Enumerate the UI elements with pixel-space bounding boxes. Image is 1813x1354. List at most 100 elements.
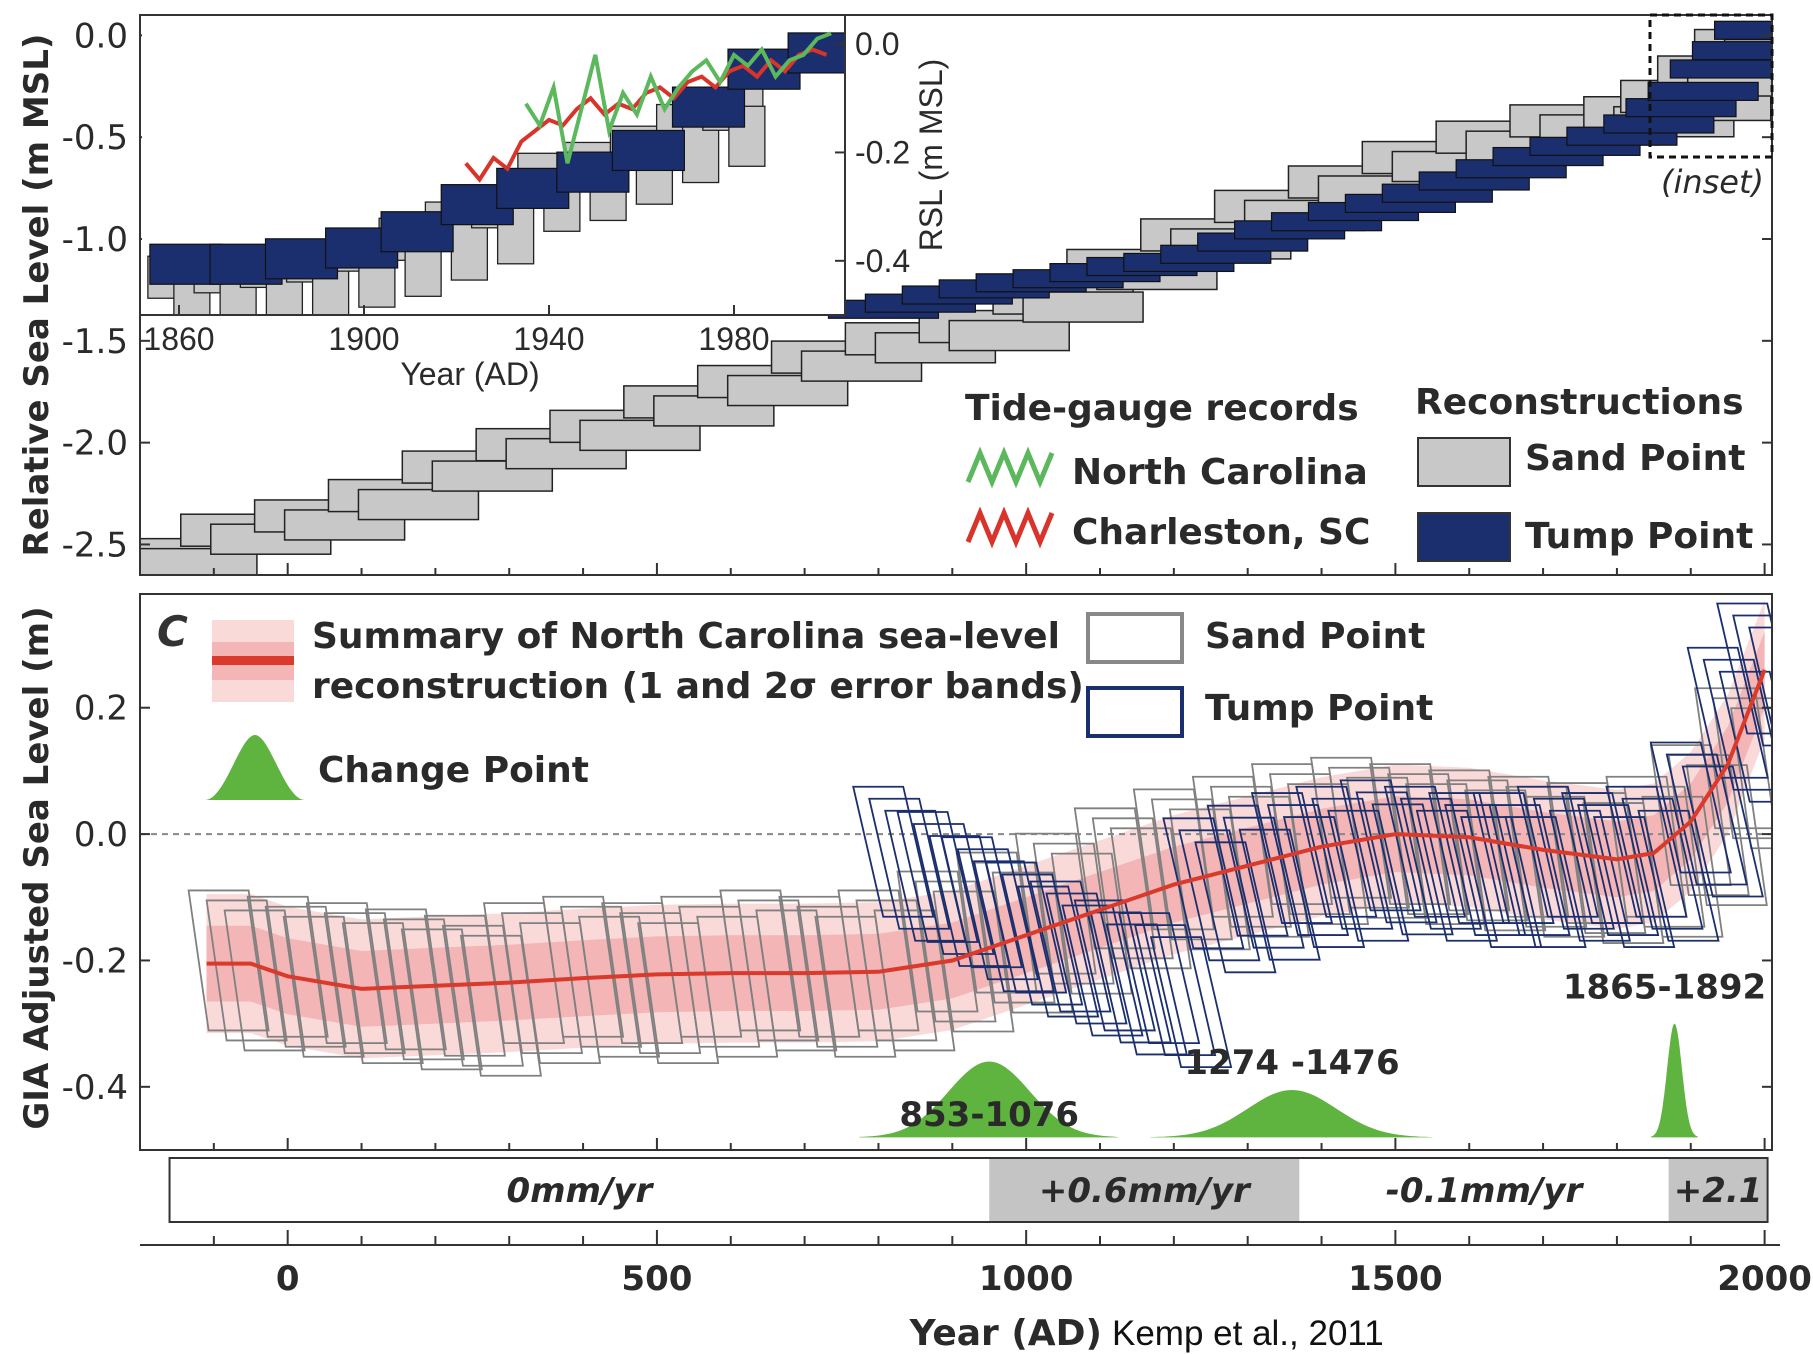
panel-b-y-ticks: 0.0 -0.5 -1.0 -1.5 -2.0 -2.5 bbox=[62, 16, 1772, 565]
summary-line bbox=[206, 669, 1767, 991]
tump-point-box-c bbox=[1681, 765, 1764, 898]
tump-point-box-c bbox=[1162, 817, 1245, 950]
sand-point-box-c bbox=[482, 902, 566, 1044]
panel-b: 0.0 -0.5 -1.0 -1.5 -2.0 -2.5 Relative Sea Lev… bbox=[17, 13, 1774, 576]
tump-point-box-c bbox=[1718, 670, 1772, 803]
sand-point-box-c bbox=[719, 889, 802, 1032]
legend-sc-label: Charleston, SC bbox=[1072, 512, 1370, 553]
panel-c-y-tick-label: 0.0 bbox=[74, 815, 128, 855]
tump-point-box-c bbox=[1149, 936, 1233, 1068]
tump-point-box-c bbox=[956, 848, 1039, 981]
legend-nc-swatch bbox=[965, 446, 1055, 489]
x-axis-tick-label: 1000 bbox=[979, 1259, 1074, 1299]
sand-point-box-c bbox=[914, 880, 997, 1023]
tump-point-box-c bbox=[1017, 885, 1100, 1018]
tump-point-box-c bbox=[1532, 797, 1615, 930]
sand-point-box-c bbox=[1191, 775, 1274, 918]
tump-point-box-c bbox=[1399, 797, 1483, 930]
inset-tump-box bbox=[671, 86, 746, 128]
panel-b-y-tick-label: 0.0 bbox=[74, 16, 128, 56]
tump-point-box-c bbox=[1383, 785, 1467, 918]
legend-c-sand-label: Sand Point bbox=[1205, 616, 1425, 657]
tump-point-box-c bbox=[1001, 873, 1084, 1006]
rate-bar-frame bbox=[168, 1157, 1769, 1223]
legend-change-point-label: Change Point bbox=[318, 750, 589, 791]
sand-point-box-c bbox=[873, 909, 956, 1052]
sand-point-box-c bbox=[1132, 788, 1215, 931]
panel-b-y-tick-label: -1.5 bbox=[62, 322, 128, 362]
inset-sand-box bbox=[681, 121, 720, 184]
sand-point-box-c bbox=[1623, 785, 1706, 928]
sand-point-box-c bbox=[601, 902, 684, 1044]
sand-point-box-c bbox=[1050, 852, 1133, 995]
x-axis-tick-label: 0 bbox=[276, 1259, 300, 1299]
inset-y-tick-label: -0.2 bbox=[855, 134, 910, 170]
sand-point-box-c bbox=[1694, 687, 1772, 830]
legend-tump-swatch bbox=[1417, 512, 1511, 562]
legend-tide-title: Tide-gauge records bbox=[965, 388, 1359, 429]
tump-point-box-c bbox=[868, 797, 951, 930]
sand-point-box-c bbox=[1250, 763, 1334, 905]
tump-point-box-c bbox=[1295, 785, 1378, 918]
rate-segment bbox=[1299, 1158, 1669, 1222]
panel-b-y-tick-label: -2.0 bbox=[62, 424, 128, 464]
inset-plot-area bbox=[147, 31, 845, 315]
inset-x-tick-label: 1900 bbox=[328, 321, 399, 357]
inset-y-tick-label: 0.0 bbox=[855, 26, 899, 62]
inset-ticks: 1860 1900 1940 1980 0.0 -0.2 -0.4 bbox=[143, 26, 910, 357]
legend-nc-label: North Carolina bbox=[1072, 452, 1368, 493]
rate-segment-label: -0.1mm/yr bbox=[1386, 1171, 1585, 1211]
tump-point-box-b bbox=[1647, 81, 1759, 101]
sand-point-box-c bbox=[187, 889, 270, 1032]
sand-point-box-c bbox=[660, 895, 743, 1038]
panel-c-letter: C bbox=[157, 607, 188, 656]
tump-point-box-c bbox=[1621, 797, 1704, 930]
inset-region-marker bbox=[1648, 13, 1774, 159]
sand-point-box-c bbox=[678, 905, 761, 1048]
tump-point-box-c bbox=[1472, 792, 1555, 924]
inset-chart: 1860 1900 1940 1980 0.0 -0.2 -0.4 Year (AD) RS… bbox=[140, 15, 949, 392]
inset-x-tick-label: 1860 bbox=[143, 321, 214, 357]
tump-point-box-c bbox=[1516, 785, 1599, 918]
panel-c-legend: Summary of North Carolina sea-level reco… bbox=[205, 612, 1433, 800]
x-axis-label: Year (AD) bbox=[909, 1313, 1102, 1354]
sand-point-box-c bbox=[500, 912, 584, 1054]
x-axis-tick-label: 500 bbox=[621, 1259, 692, 1299]
sand-point-box-c bbox=[382, 918, 465, 1061]
change-point-label: 1865-1892 bbox=[1563, 967, 1766, 1007]
panel-c-y-ticks: 0.2 0.0 -0.2 -0.4 bbox=[62, 689, 1772, 1108]
rate-segment bbox=[1668, 1158, 1768, 1222]
sand-point-box-c bbox=[205, 899, 288, 1042]
sand-point-box-c bbox=[737, 899, 820, 1042]
panel-c-y-tick-label: 0.2 bbox=[74, 689, 128, 729]
tump-point-box-c bbox=[940, 836, 1023, 969]
sand-point-box-c bbox=[364, 908, 447, 1051]
tump-point-box-c bbox=[1665, 753, 1748, 886]
change-point-distribution bbox=[859, 1061, 1120, 1138]
change-point-distribution bbox=[1150, 1090, 1434, 1138]
sand-point-box-c bbox=[578, 915, 661, 1058]
tump-point-box-c bbox=[1748, 626, 1772, 731]
inset-x-tick-label: 1980 bbox=[698, 321, 769, 357]
panel-c-plot-area: 853-1076 1274 -1476 1865-1892 bbox=[140, 600, 1772, 1138]
sand-point-box-b bbox=[357, 488, 480, 521]
legend-tump-label: Tump Point bbox=[1525, 516, 1753, 557]
legend-recon-title: Reconstructions bbox=[1415, 382, 1744, 423]
tump-point-box-c bbox=[1605, 785, 1688, 918]
tump-point-box-c bbox=[1061, 904, 1144, 1037]
panel-b-y-tick-label: -0.5 bbox=[62, 118, 128, 158]
tump-point-box-b bbox=[1691, 41, 1772, 61]
sand-point-box-c bbox=[1150, 798, 1233, 941]
tump-point-box-c bbox=[912, 823, 995, 955]
inset-x-axis-label: Year (AD) bbox=[400, 356, 539, 392]
sand-point-box-c bbox=[932, 890, 1015, 1033]
sand-point-box-c bbox=[246, 895, 329, 1038]
tump-point-box-c bbox=[1073, 899, 1156, 1032]
sand-point-box-c bbox=[637, 922, 720, 1064]
panel-c-y-tick-label: -0.2 bbox=[62, 941, 128, 981]
panel-c-y-tick-label: -0.4 bbox=[62, 1068, 128, 1108]
panel-c-y-axis-label: GIA Adjusted Sea Level (m) bbox=[17, 606, 57, 1129]
sand-point-box-c bbox=[323, 912, 406, 1054]
sand-point-box-c bbox=[1641, 795, 1724, 938]
tump-point-box-c bbox=[1206, 804, 1289, 937]
